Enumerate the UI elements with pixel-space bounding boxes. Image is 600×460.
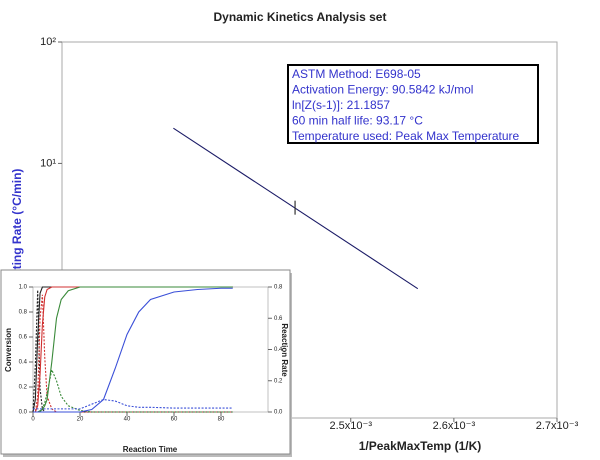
x-tick-label: 2.5x10⁻³ (330, 420, 373, 432)
rate-curve (33, 367, 233, 413)
rate-curve (33, 398, 233, 410)
chart-title: Dynamic Kinetics Analysis set (214, 10, 387, 24)
y-axis-label: Heating Rate (°C/min) (10, 169, 24, 292)
annotation: ASTM Method: E698-05 Activation Energy: 9… (292, 67, 520, 143)
x-tick-label: 2.6x10⁻³ (433, 420, 476, 432)
conversion-curve (33, 287, 233, 413)
main-plot: 2.5x10⁻³ 2.6x10⁻³ 2.7x10⁻³ 10¹ 10² (40, 36, 578, 432)
y-tick-label: 0.2 (19, 385, 28, 391)
annotation-line: Temperature used: Peak Max Temperature (292, 129, 520, 143)
x-tick-label: 80 (218, 417, 225, 423)
y2-tick-label: 0.2 (274, 378, 283, 384)
inset-plot-frame (32, 286, 269, 413)
y2-tick-label: 0.6 (274, 316, 283, 322)
x-tick-label: 20 (77, 417, 84, 423)
y-tick-label: 0.6 (19, 335, 28, 341)
y-tick-label: 0.4 (19, 360, 28, 366)
inset-x-label: Reaction Time (123, 445, 178, 454)
inset-y-label: Conversion (4, 328, 13, 372)
y-tick-label: 0.0 (19, 410, 28, 416)
x-tick-label: 40 (124, 417, 131, 423)
conversion-curve (33, 286, 233, 413)
y-tick-label: 0.8 (19, 310, 28, 316)
y-tick-label: 10² (40, 36, 56, 48)
x-axis-label: 1/PeakMaxTemp (1/K) (359, 439, 482, 453)
annotation-line: ln[Z(s-1)]: 21.1857 (292, 98, 390, 112)
y2-tick-label: 0.4 (274, 347, 283, 353)
annotation-box (287, 64, 539, 144)
y2-tick-label: 0.0 (274, 410, 283, 416)
annotation-line: ASTM Method: E698-05 (292, 67, 421, 81)
inset-y2-label: Reaction Rate (280, 323, 289, 377)
y2-tick-label: 0.8 (274, 285, 283, 291)
x-tick-label: 0 (31, 417, 35, 423)
annotation-line: Activation Energy: 90.5842 kJ/mol (292, 83, 473, 97)
y-tick-label: 10¹ (40, 157, 56, 169)
inset-plot: 0 20 40 60 80 0.0 0.2 0.4 0.6 0.8 1.0 0.0 0.2 0.4 0.6 0… (19, 285, 283, 423)
x-tick-label: 2.7x10⁻³ (536, 420, 579, 432)
y-tick-label: 1.0 (19, 285, 28, 291)
x-tick-label: 60 (171, 417, 178, 423)
annotation-line: 60 min half life: 93.17 °C (292, 114, 423, 128)
